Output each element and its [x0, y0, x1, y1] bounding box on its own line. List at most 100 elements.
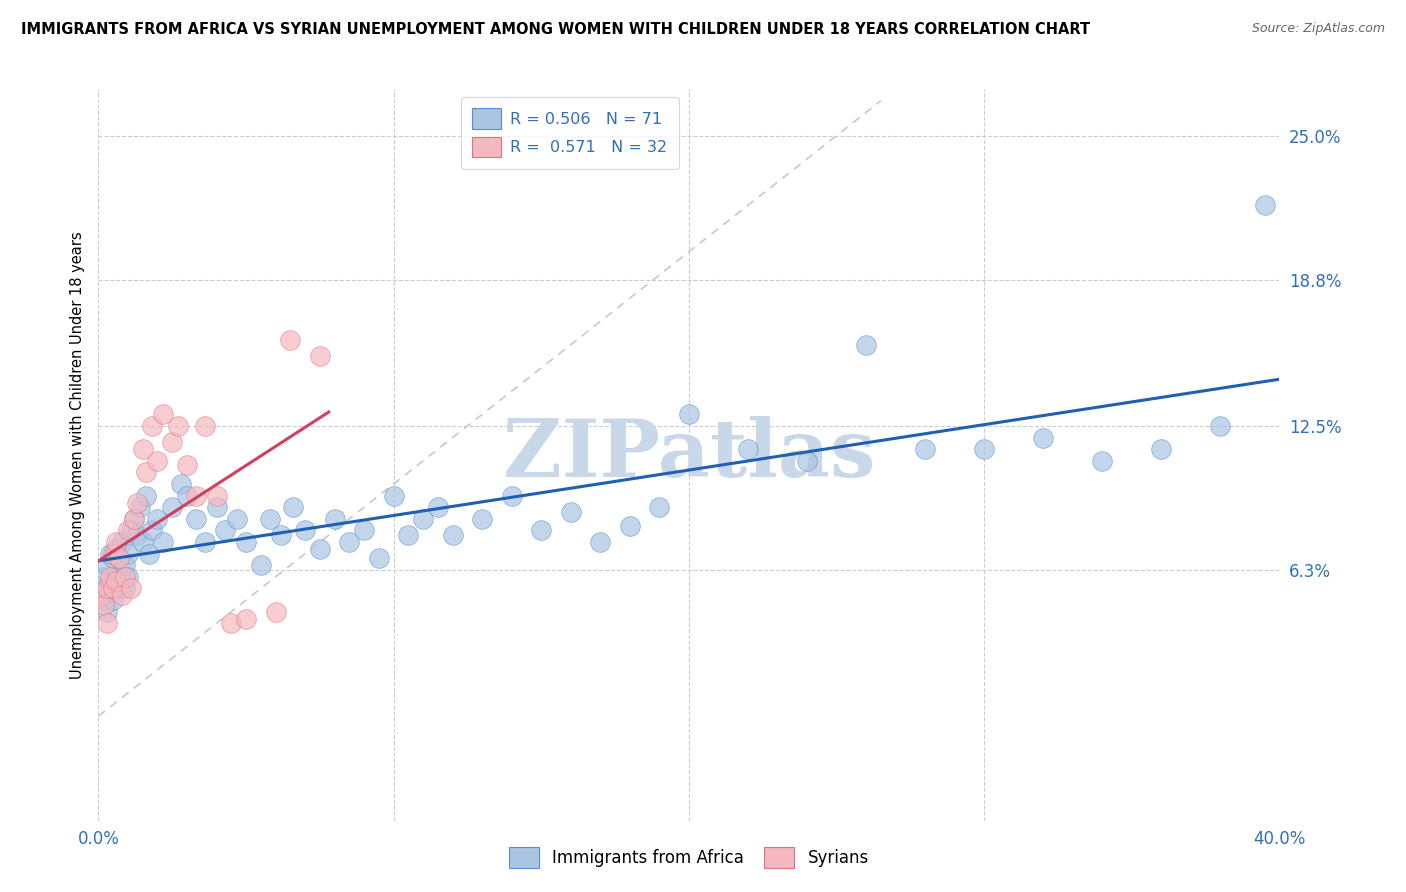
Point	[855, 337, 877, 351]
Point	[105, 541, 128, 556]
Point	[396, 528, 419, 542]
Point	[108, 551, 131, 566]
Point	[93, 598, 115, 612]
Point	[219, 616, 242, 631]
Point	[96, 616, 118, 631]
Point	[259, 512, 281, 526]
Point	[309, 541, 332, 556]
Point	[914, 442, 936, 456]
Point	[90, 582, 112, 596]
Point	[167, 418, 190, 433]
Point	[152, 407, 174, 421]
Point	[120, 582, 142, 596]
Point	[98, 547, 121, 561]
Point	[128, 500, 150, 515]
Point	[648, 500, 671, 515]
Point	[1209, 418, 1232, 433]
Point	[353, 524, 375, 538]
Text: IMMIGRANTS FROM AFRICA VS SYRIAN UNEMPLOYMENT AMONG WOMEN WITH CHILDREN UNDER 18: IMMIGRANTS FROM AFRICA VS SYRIAN UNEMPLO…	[21, 22, 1090, 37]
Point	[122, 512, 145, 526]
Point	[1091, 454, 1114, 468]
Point	[90, 588, 112, 602]
Point	[108, 582, 131, 596]
Point	[141, 524, 163, 538]
Point	[184, 512, 207, 526]
Point	[98, 582, 121, 596]
Point	[1254, 198, 1277, 212]
Point	[162, 500, 183, 515]
Point	[125, 528, 148, 542]
Point	[132, 442, 155, 456]
Point	[93, 570, 115, 584]
Y-axis label: Unemployment Among Women with Children Under 18 years: Unemployment Among Women with Children U…	[69, 231, 84, 679]
Text: ZIPatlas: ZIPatlas	[503, 416, 875, 494]
Text: Source: ZipAtlas.com: Source: ZipAtlas.com	[1251, 22, 1385, 36]
Point	[103, 593, 125, 607]
Point	[132, 535, 155, 549]
Point	[235, 612, 257, 626]
Point	[111, 535, 134, 549]
Point	[135, 489, 157, 503]
Point	[103, 547, 125, 561]
Point	[146, 454, 169, 468]
Point	[117, 570, 139, 584]
Point	[501, 489, 523, 503]
Point	[589, 535, 612, 549]
Point	[278, 333, 302, 347]
Point	[368, 551, 391, 566]
Point	[184, 489, 207, 503]
Point	[146, 512, 169, 526]
Point	[135, 466, 157, 480]
Point	[226, 512, 249, 526]
Point	[205, 489, 228, 503]
Point	[530, 524, 553, 538]
Point	[114, 570, 136, 584]
Point	[412, 512, 434, 526]
Point	[120, 524, 142, 538]
Point	[283, 500, 305, 515]
Point	[117, 524, 139, 538]
Point	[1032, 430, 1054, 444]
Point	[111, 588, 134, 602]
Point	[103, 551, 125, 566]
Point	[194, 418, 217, 433]
Point	[103, 582, 125, 596]
Point	[108, 551, 131, 566]
Point	[170, 477, 193, 491]
Legend: Immigrants from Africa, Syrians: Immigrants from Africa, Syrians	[499, 837, 879, 878]
Point	[114, 558, 136, 573]
Point	[294, 524, 316, 538]
Point	[114, 582, 136, 596]
Point	[96, 582, 118, 596]
Point	[796, 454, 818, 468]
Point	[1150, 442, 1173, 456]
Point	[117, 547, 139, 561]
Point	[141, 418, 163, 433]
Point	[162, 435, 183, 450]
Point	[96, 558, 118, 573]
Point	[214, 524, 236, 538]
Point	[152, 535, 174, 549]
Point	[194, 535, 217, 549]
Point	[105, 570, 128, 584]
Point	[382, 489, 405, 503]
Point	[105, 535, 128, 549]
Point	[441, 528, 464, 542]
Point	[96, 605, 118, 619]
Point	[737, 442, 759, 456]
Point	[176, 458, 198, 473]
Point	[105, 574, 128, 589]
Point	[125, 495, 148, 509]
Point	[560, 505, 582, 519]
Point	[619, 518, 641, 533]
Point	[235, 535, 257, 549]
Point	[337, 535, 360, 549]
Point	[427, 500, 450, 515]
Point	[471, 512, 494, 526]
Point	[176, 489, 198, 503]
Point	[98, 570, 121, 584]
Point	[264, 605, 287, 619]
Point	[323, 512, 346, 526]
Point	[93, 593, 115, 607]
Point	[973, 442, 995, 456]
